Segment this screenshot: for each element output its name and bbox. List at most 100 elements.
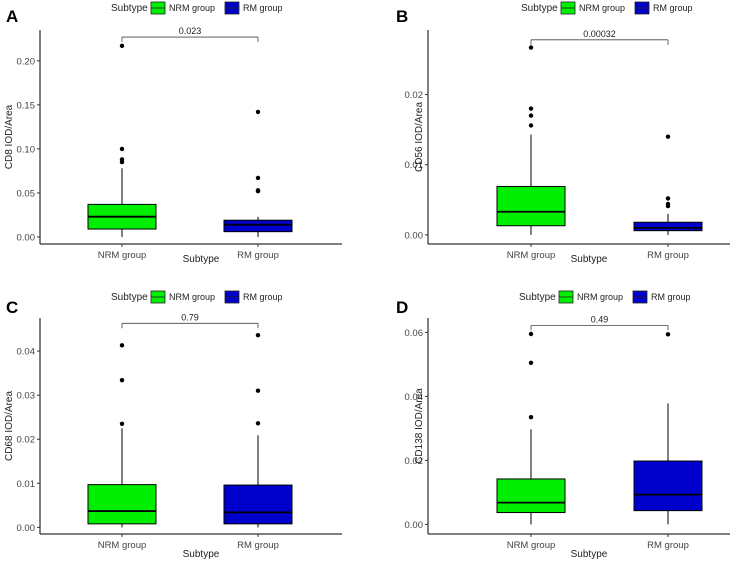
box-body [87, 484, 157, 525]
y-tick-label: 0.04 [17, 347, 36, 358]
outlier-point [255, 175, 261, 181]
box-rm-group [633, 332, 703, 525]
legend-entry: RM group [224, 1, 283, 15]
outlier-point [528, 360, 534, 365]
outlier-point [665, 332, 671, 337]
box-rm-group [223, 109, 293, 237]
legend: Subtype NRM group RM group [521, 1, 693, 15]
legend-entry: NRM group [560, 1, 625, 15]
outlier-point [528, 45, 534, 50]
legend-label: RM group [243, 292, 283, 302]
outlier-point [665, 201, 671, 207]
outlier-point [255, 332, 261, 338]
y-tick-label: 0.15 [17, 100, 36, 111]
x-tick-label: NRM group [507, 250, 556, 261]
box-nrm-group [496, 331, 566, 525]
legend-title: Subtype [519, 292, 556, 303]
y-axis-title: CD138 IOD/Area [414, 388, 425, 464]
outlier-point [255, 421, 261, 426]
legend-entry: RM group [632, 290, 691, 304]
outlier-point [119, 146, 125, 152]
legend-title: Subtype [111, 3, 148, 14]
x-axis-title: Subtype [183, 549, 220, 560]
legend-label: NRM group [577, 292, 623, 302]
y-tick-label: 0.01 [405, 160, 424, 171]
y-tick-label: 0.00 [405, 230, 424, 241]
legend-label: NRM group [169, 292, 215, 302]
legend-title: Subtype [111, 292, 148, 303]
y-tick-label: 0.02 [17, 435, 36, 446]
significance-bracket: 0.79 [121, 312, 259, 329]
legend: Subtype NRM group RM group [111, 1, 283, 15]
y-tick-label: 0.20 [17, 56, 36, 67]
outlier-point [528, 106, 534, 111]
box-body [633, 221, 703, 232]
box-nrm-group [496, 45, 566, 235]
legend-title: Subtype [521, 3, 558, 14]
y-axis-title: CD68 IOD/Area [4, 391, 15, 461]
outlier-point [528, 113, 534, 118]
outlier-point [665, 134, 671, 139]
panel-b: B Subtype NRM group RM group 0.00 0.01 0.02 NRM… [396, 1, 730, 265]
x-tick-label: RM group [647, 250, 689, 261]
legend-entry: RM group [634, 1, 693, 15]
box-body [496, 478, 566, 514]
legend-label: RM group [243, 3, 283, 13]
outlier-point [528, 331, 534, 337]
legend: Subtype NRM group RM group [519, 290, 691, 304]
legend-entry: NRM group [150, 1, 215, 15]
legend-entry: NRM group [558, 290, 623, 304]
legend-label: RM group [653, 3, 693, 13]
outlier-point [255, 109, 261, 115]
panel-letter: A [6, 7, 18, 26]
y-tick-label: 0.06 [405, 328, 424, 339]
box-body [633, 460, 703, 512]
panel-letter: D [396, 298, 408, 317]
y-tick-label: 0.02 [405, 456, 424, 467]
p-value-label: 0.49 [591, 314, 609, 324]
outlier-point [255, 188, 261, 193]
significance-bracket: 0.00032 [530, 29, 669, 45]
y-axis-title: CD8 IOD/Area [4, 104, 15, 169]
outlier-point [119, 421, 125, 426]
y-tick-label: 0.02 [405, 90, 424, 101]
y-tick-label: 0.03 [17, 391, 36, 402]
outlier-point [119, 343, 125, 348]
p-value-label: 0.00032 [583, 29, 616, 39]
x-tick-label: NRM group [98, 540, 147, 551]
outlier-point [119, 157, 125, 162]
legend-label: NRM group [579, 3, 625, 13]
significance-bracket: 0.023 [121, 26, 259, 43]
outlier-point [665, 196, 671, 201]
significance-bracket: 0.49 [530, 314, 669, 331]
box-nrm-group [87, 43, 157, 237]
panel-letter: B [396, 7, 408, 26]
y-tick-label: 0.10 [17, 144, 36, 155]
box-body [496, 185, 566, 227]
outlier-point [528, 415, 534, 420]
x-tick-label: NRM group [507, 540, 556, 551]
outlier-point [119, 43, 125, 49]
y-axis-title: CD56 IOD/Area [414, 102, 425, 172]
x-axis-title: Subtype [571, 549, 608, 560]
legend-label: NRM group [169, 3, 215, 13]
y-tick-label: 0.00 [17, 232, 36, 243]
box-rm-group [633, 134, 703, 235]
x-axis-title: Subtype [183, 254, 220, 265]
p-value-label: 0.023 [179, 26, 202, 36]
x-tick-label: NRM group [98, 250, 147, 261]
y-tick-label: 0.01 [17, 479, 36, 490]
panel-a: A Subtype NRM group RM group 0.00 0.05 0.10 0.1… [4, 1, 342, 265]
outlier-point [119, 377, 125, 383]
legend: Subtype NRM group RM group [111, 290, 283, 304]
p-value-label: 0.79 [181, 312, 199, 322]
y-tick-label: 0.00 [17, 523, 36, 534]
panel-d: D Subtype NRM group RM group 0.00 0.02 0.04 0.0… [396, 290, 730, 560]
x-axis-title: Subtype [571, 254, 608, 265]
x-tick-label: RM group [237, 540, 279, 551]
y-tick-label: 0.04 [405, 392, 424, 403]
x-tick-label: RM group [237, 250, 279, 261]
box-body [223, 219, 293, 233]
panel-letter: C [6, 298, 18, 317]
